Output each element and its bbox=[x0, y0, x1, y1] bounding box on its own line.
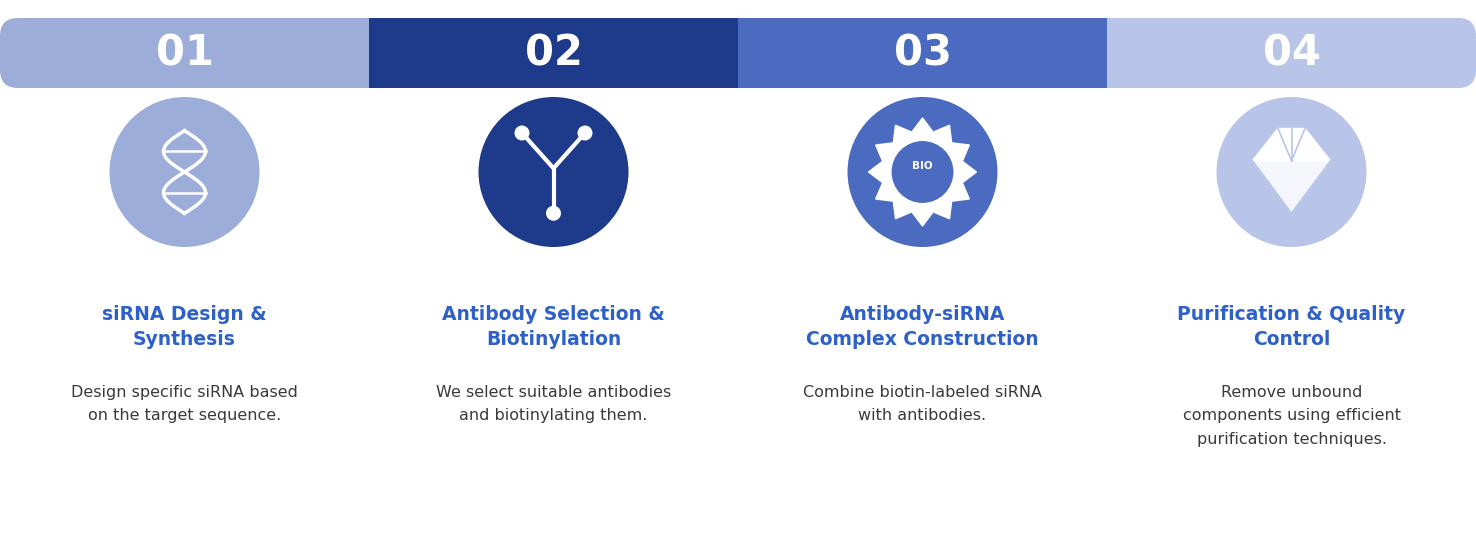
Text: Design specific siRNA based
on the target sequence.: Design specific siRNA based on the targe… bbox=[71, 385, 298, 423]
Circle shape bbox=[109, 97, 260, 247]
Circle shape bbox=[478, 97, 629, 247]
Text: 04: 04 bbox=[1262, 32, 1321, 74]
Bar bbox=[1107, 18, 1125, 88]
Bar bbox=[351, 18, 369, 88]
FancyBboxPatch shape bbox=[0, 18, 369, 88]
Circle shape bbox=[1216, 97, 1367, 247]
Circle shape bbox=[577, 125, 592, 140]
Text: BIO: BIO bbox=[912, 161, 933, 171]
Polygon shape bbox=[1253, 161, 1330, 213]
Bar bbox=[738, 18, 1107, 88]
Text: We select suitable antibodies
and biotinylating them.: We select suitable antibodies and biotin… bbox=[435, 385, 672, 423]
Text: siRNA Design &
Synthesis: siRNA Design & Synthesis bbox=[102, 305, 267, 349]
Text: Remove unbound
components using efficient
purification techniques.: Remove unbound components using efficien… bbox=[1182, 385, 1401, 447]
Text: 01: 01 bbox=[155, 32, 214, 74]
Text: Combine biotin-labeled siRNA
with antibodies.: Combine biotin-labeled siRNA with antibo… bbox=[803, 385, 1042, 423]
Text: Antibody-siRNA
Complex Construction: Antibody-siRNA Complex Construction bbox=[806, 305, 1039, 349]
Bar bbox=[369, 18, 738, 88]
Text: 03: 03 bbox=[893, 32, 952, 74]
Text: 02: 02 bbox=[524, 32, 583, 74]
Circle shape bbox=[515, 125, 530, 140]
Polygon shape bbox=[868, 118, 977, 226]
Circle shape bbox=[546, 206, 561, 221]
Text: Antibody Selection &
Biotinylation: Antibody Selection & Biotinylation bbox=[443, 305, 664, 349]
Text: Purification & Quality
Control: Purification & Quality Control bbox=[1178, 305, 1405, 349]
Text: 〜: 〜 bbox=[918, 209, 927, 222]
Circle shape bbox=[847, 97, 998, 247]
FancyBboxPatch shape bbox=[1107, 18, 1476, 88]
Circle shape bbox=[892, 141, 953, 203]
Polygon shape bbox=[1253, 129, 1330, 161]
